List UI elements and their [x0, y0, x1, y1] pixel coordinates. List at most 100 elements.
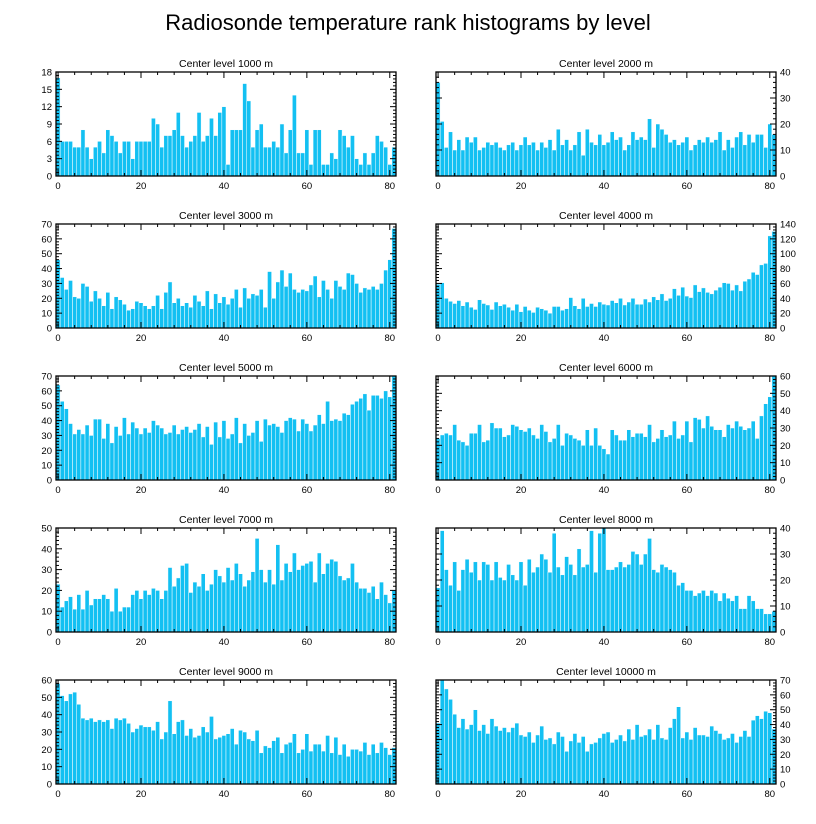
- histogram-bar: [217, 436, 223, 481]
- histogram-bar: [655, 571, 661, 633]
- histogram-bar: [97, 141, 102, 177]
- histogram-bar: [684, 731, 690, 785]
- histogram-bar: [692, 417, 698, 481]
- histogram-bar: [510, 309, 516, 329]
- histogram-bar: [518, 429, 524, 481]
- histogram-bar: [358, 164, 364, 177]
- y-tick-label: 50: [780, 705, 791, 716]
- histogram-bar: [659, 429, 665, 481]
- histogram-bar: [271, 423, 277, 481]
- y-tick-label: 10: [780, 602, 791, 613]
- x-tick-label: 60: [302, 789, 313, 800]
- histogram-bar: [539, 308, 545, 329]
- histogram-bar: [734, 595, 739, 633]
- histogram-bar: [292, 94, 297, 177]
- histogram-bar: [142, 141, 148, 177]
- histogram-bar: [738, 426, 744, 481]
- histogram-bar: [64, 289, 69, 329]
- histogram-bar: [76, 594, 82, 633]
- histogram-bar: [275, 146, 281, 177]
- histogram-bar: [341, 289, 347, 329]
- y-tick-label: 0: [47, 324, 52, 335]
- histogram-bar: [321, 423, 326, 481]
- histogram-bar: [460, 441, 466, 481]
- x-tick-label: 0: [55, 789, 60, 800]
- histogram-bar: [287, 742, 293, 785]
- x-tick-label: 20: [136, 789, 147, 800]
- histogram-bar: [618, 136, 623, 177]
- histogram-bar: [188, 141, 194, 177]
- histogram-bar: [477, 579, 482, 633]
- histogram-bar: [97, 598, 102, 633]
- histogram-bar: [80, 283, 86, 329]
- histogram-bar: [321, 750, 326, 785]
- histogram-bar: [651, 296, 657, 329]
- panel-title: Center level 2000 m: [559, 58, 653, 70]
- histogram-bar: [638, 303, 644, 329]
- histogram-bar: [308, 750, 314, 785]
- histogram-bar: [72, 608, 77, 633]
- histogram-bar: [730, 733, 735, 785]
- histogram-bar: [448, 131, 453, 177]
- histogram-bar: [477, 149, 482, 177]
- histogram-bar: [134, 728, 140, 785]
- histogram-bar: [597, 301, 603, 329]
- y-tick-label: 10: [41, 762, 52, 773]
- histogram-bar: [630, 739, 636, 785]
- histogram-bar: [117, 610, 123, 633]
- histogram-bar: [634, 139, 640, 177]
- histogram-bar: [481, 724, 487, 785]
- histogram-bar: [659, 564, 665, 633]
- histogram-bar: [738, 608, 744, 633]
- x-tick-label: 40: [599, 181, 610, 192]
- histogram-bar: [217, 112, 223, 177]
- x-tick-label: 40: [219, 333, 230, 344]
- histogram-bar: [448, 434, 453, 481]
- histogram-bar: [755, 134, 760, 177]
- histogram-bar: [585, 128, 590, 177]
- histogram-bar: [370, 395, 376, 481]
- y-tick-label: 10: [41, 607, 52, 618]
- histogram-bar: [605, 141, 611, 177]
- y-tick-label: 0: [780, 628, 785, 639]
- histogram-bar: [647, 424, 652, 481]
- x-tick-label: 80: [384, 485, 395, 496]
- histogram-bar: [510, 141, 516, 177]
- histogram-bar: [146, 308, 152, 329]
- histogram-bar: [539, 725, 545, 785]
- histogram-bar: [560, 445, 565, 481]
- histogram-bar: [759, 718, 764, 785]
- histogram-bar: [618, 439, 623, 481]
- histogram-bar: [80, 433, 86, 481]
- histogram-bar: [667, 141, 673, 177]
- histogram-bar: [767, 712, 773, 785]
- histogram-bar: [316, 129, 322, 177]
- histogram-bar: [597, 445, 603, 481]
- histogram-panel: Center level 5000 m 0 20 40 60 80 0 10 20 30 40 50 6…: [41, 362, 397, 496]
- histogram-bar: [477, 424, 482, 481]
- histogram-bar: [468, 432, 474, 481]
- histogram-bar: [651, 569, 657, 633]
- histogram-bar: [738, 131, 744, 177]
- histogram-bar: [117, 435, 123, 481]
- histogram-bar: [101, 438, 107, 481]
- histogram-bar: [680, 434, 686, 481]
- histogram-bar: [560, 144, 565, 177]
- panel-frame: [55, 375, 397, 481]
- x-tick-label: 40: [599, 333, 610, 344]
- histogram-bar: [68, 280, 73, 329]
- histogram-bar: [473, 432, 478, 481]
- histogram-bar: [506, 564, 511, 633]
- histogram-bar: [489, 422, 495, 481]
- histogram-bar: [663, 436, 669, 481]
- histogram-bar: [750, 141, 756, 177]
- histogram-bar: [64, 408, 69, 481]
- histogram-bar: [539, 141, 545, 177]
- y-tick-label: 50: [41, 249, 52, 260]
- histogram-bar: [560, 309, 565, 329]
- histogram-bar: [300, 289, 306, 329]
- histogram-bar: [308, 284, 314, 329]
- y-tick-label: 30: [780, 94, 791, 105]
- histogram-bar: [345, 414, 351, 481]
- x-tick-label: 80: [764, 485, 775, 496]
